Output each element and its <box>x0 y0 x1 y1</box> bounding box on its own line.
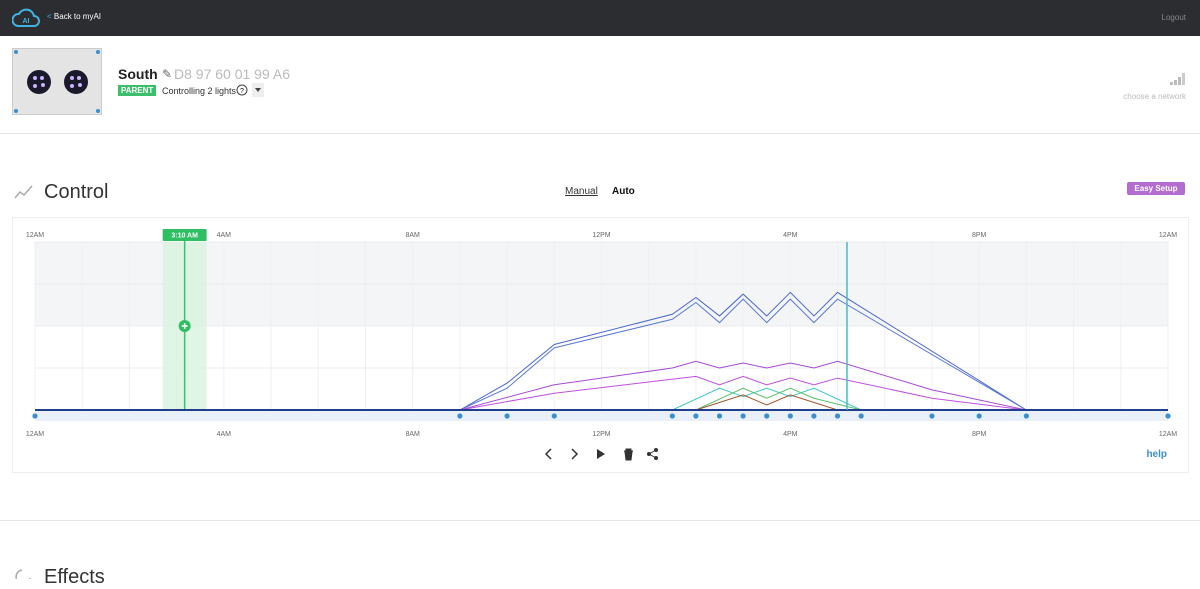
intensity-line <box>35 291 1168 411</box>
keyframe-dot[interactable] <box>1023 413 1029 419</box>
badge: PARENT <box>118 85 157 96</box>
svg-text:?: ? <box>240 88 244 95</box>
keyframe-strip <box>35 410 1168 421</box>
keyframe-dot[interactable] <box>787 413 793 419</box>
keyframe-dot[interactable] <box>929 413 935 419</box>
keyframe-dot[interactable] <box>858 413 864 419</box>
x-tick-label: 12AM <box>1159 232 1177 239</box>
keyframe-dot[interactable] <box>1165 413 1171 419</box>
help-link[interactable]: help <box>1146 449 1167 460</box>
section-title: Control <box>44 181 109 203</box>
chart-panel <box>12 217 1189 473</box>
x-tick-label: 4PM <box>783 232 798 239</box>
control-icon <box>14 185 33 199</box>
network-link[interactable]: choose a network <box>1123 92 1186 101</box>
intensity-line <box>35 360 1168 411</box>
top-bar: AI < Back to myAI Logout <box>0 0 1200 36</box>
section-title: Effects <box>44 566 105 588</box>
share-button[interactable] <box>647 448 658 460</box>
keyframe-dot[interactable] <box>834 413 841 419</box>
x-tick-label: 4AM <box>217 431 232 438</box>
selection-label: 3:10 AM <box>171 232 198 239</box>
device-thumbnail <box>12 48 102 115</box>
selection-label-bg <box>162 229 207 241</box>
x-tick-label: 8AM <box>405 431 420 438</box>
prev-button[interactable] <box>544 448 552 460</box>
x-tick-label: 4AM <box>217 232 232 239</box>
keyframe-dot[interactable] <box>811 413 817 419</box>
logo[interactable]: AI <box>12 6 40 30</box>
x-tick-label: 8PM <box>972 232 987 239</box>
x-tick-label: 12PM <box>592 232 610 239</box>
x-tick-label: 12AM <box>26 431 44 438</box>
thumbnail-art <box>14 50 100 113</box>
mode-tab[interactable]: Manual <box>565 186 598 197</box>
keyframe-dot[interactable] <box>504 413 510 419</box>
intensity-line <box>35 387 1168 411</box>
keyframe-dot[interactable] <box>693 413 699 419</box>
effects-icon <box>15 569 31 579</box>
svg-text:AI: AI <box>23 18 30 25</box>
keyframe-dot[interactable] <box>32 413 38 419</box>
signal-icon[interactable] <box>1170 73 1188 85</box>
x-tick-label: 12AM <box>1159 431 1177 438</box>
keyframe-dot[interactable] <box>764 413 770 419</box>
easy-setup-button[interactable]: Easy Setup <box>1127 182 1185 195</box>
logout[interactable]: Logout <box>1161 13 1186 22</box>
add-icon <box>181 323 188 329</box>
keyframe-dot[interactable] <box>740 413 746 419</box>
keyframe-dot[interactable] <box>551 413 557 419</box>
intensity-line <box>35 387 1168 411</box>
keyframe-dot[interactable] <box>976 413 982 419</box>
keyframe-dot[interactable] <box>457 413 463 419</box>
x-tick-label: 4PM <box>783 431 798 438</box>
x-tick-label: 12PM <box>592 431 610 438</box>
back-link[interactable]: < Back to myAI <box>47 12 102 21</box>
device-status: Controlling 2 lights <box>162 86 237 96</box>
intensity-line <box>35 375 1168 411</box>
divider <box>0 133 1200 134</box>
edit-icon[interactable]: ✎ <box>162 67 173 81</box>
x-tick-label: 8PM <box>972 431 987 438</box>
device-id: D8 97 60 01 99 A6 <box>174 66 290 82</box>
divider <box>0 520 1200 521</box>
delete-button[interactable] <box>624 448 633 461</box>
keyframe-dot[interactable] <box>669 413 675 419</box>
play-button[interactable] <box>597 449 605 459</box>
chart-controls <box>544 448 658 461</box>
intensity-line <box>35 298 1168 411</box>
status-icons[interactable]: ? <box>236 83 266 97</box>
device-name: South <box>118 66 158 82</box>
back-text[interactable]: Back to myAI <box>53 12 102 21</box>
next-button[interactable] <box>571 448 579 460</box>
keyframe-dot[interactable] <box>716 413 723 419</box>
mode-tab[interactable]: Auto <box>612 186 635 197</box>
x-tick-label: 12AM <box>26 232 44 239</box>
x-tick-label: 8AM <box>405 232 420 239</box>
